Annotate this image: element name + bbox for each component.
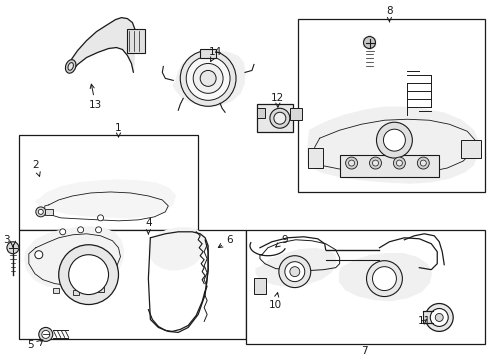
Circle shape [38, 210, 43, 214]
Bar [45, 209, 53, 215]
Bar [256, 104, 292, 132]
Circle shape [425, 303, 452, 332]
Bar [256, 108, 264, 118]
Circle shape [345, 157, 357, 169]
Circle shape [363, 37, 375, 49]
Text: 11: 11 [417, 316, 430, 327]
Bar [127, 28, 145, 54]
Polygon shape [339, 254, 430, 301]
Text: 8: 8 [386, 6, 392, 22]
Ellipse shape [68, 63, 73, 70]
Circle shape [180, 50, 236, 106]
Bar [19, 135, 198, 230]
Circle shape [35, 251, 42, 259]
Circle shape [269, 108, 289, 128]
Circle shape [200, 71, 216, 86]
Polygon shape [148, 228, 205, 270]
Circle shape [98, 215, 103, 221]
Polygon shape [25, 227, 123, 289]
Polygon shape [307, 107, 478, 183]
Circle shape [59, 245, 118, 305]
Circle shape [372, 267, 396, 291]
Circle shape [434, 314, 442, 321]
Polygon shape [71, 18, 135, 72]
Text: 6: 6 [218, 235, 233, 248]
Circle shape [348, 160, 354, 166]
Text: 1: 1 [115, 123, 122, 137]
Text: 2: 2 [32, 160, 40, 176]
Circle shape [393, 157, 405, 169]
Text: 14: 14 [208, 48, 221, 62]
Bar [297, 19, 484, 192]
Bar [289, 108, 301, 120]
Circle shape [416, 157, 428, 169]
Circle shape [36, 207, 46, 217]
Text: 12: 12 [271, 93, 284, 107]
Polygon shape [173, 50, 244, 106]
Text: 13: 13 [89, 84, 102, 110]
Circle shape [41, 330, 50, 338]
Circle shape [68, 255, 108, 294]
Circle shape [372, 160, 378, 166]
Bar [98, 287, 103, 292]
Circle shape [420, 160, 426, 166]
Bar [200, 49, 216, 58]
Polygon shape [36, 180, 175, 218]
Circle shape [396, 160, 402, 166]
Bar [253, 278, 265, 293]
Bar [423, 311, 432, 323]
Circle shape [7, 242, 19, 254]
Bar [245, 230, 484, 345]
Ellipse shape [65, 60, 76, 73]
Text: 3: 3 [3, 235, 10, 245]
Circle shape [369, 157, 381, 169]
Circle shape [285, 262, 304, 282]
Bar [339, 155, 438, 177]
Bar [460, 140, 480, 158]
Circle shape [376, 122, 411, 158]
Circle shape [429, 309, 447, 327]
Circle shape [78, 227, 83, 233]
Bar [307, 148, 322, 168]
Bar [73, 289, 79, 294]
Circle shape [383, 129, 405, 151]
Polygon shape [148, 232, 208, 332]
Circle shape [193, 63, 223, 93]
Polygon shape [255, 249, 335, 287]
Bar [19, 230, 245, 339]
Circle shape [366, 261, 402, 297]
Text: 9: 9 [275, 235, 287, 247]
Circle shape [95, 227, 102, 233]
Bar [53, 288, 59, 293]
Circle shape [278, 256, 310, 288]
Circle shape [273, 112, 285, 124]
Circle shape [289, 267, 299, 276]
Circle shape [186, 57, 229, 100]
Text: 10: 10 [268, 293, 281, 310]
Circle shape [60, 229, 65, 235]
Text: 5: 5 [27, 340, 34, 350]
Text: 7: 7 [361, 346, 367, 356]
Text: 4: 4 [145, 218, 151, 234]
Polygon shape [363, 36, 375, 50]
Circle shape [39, 328, 53, 341]
